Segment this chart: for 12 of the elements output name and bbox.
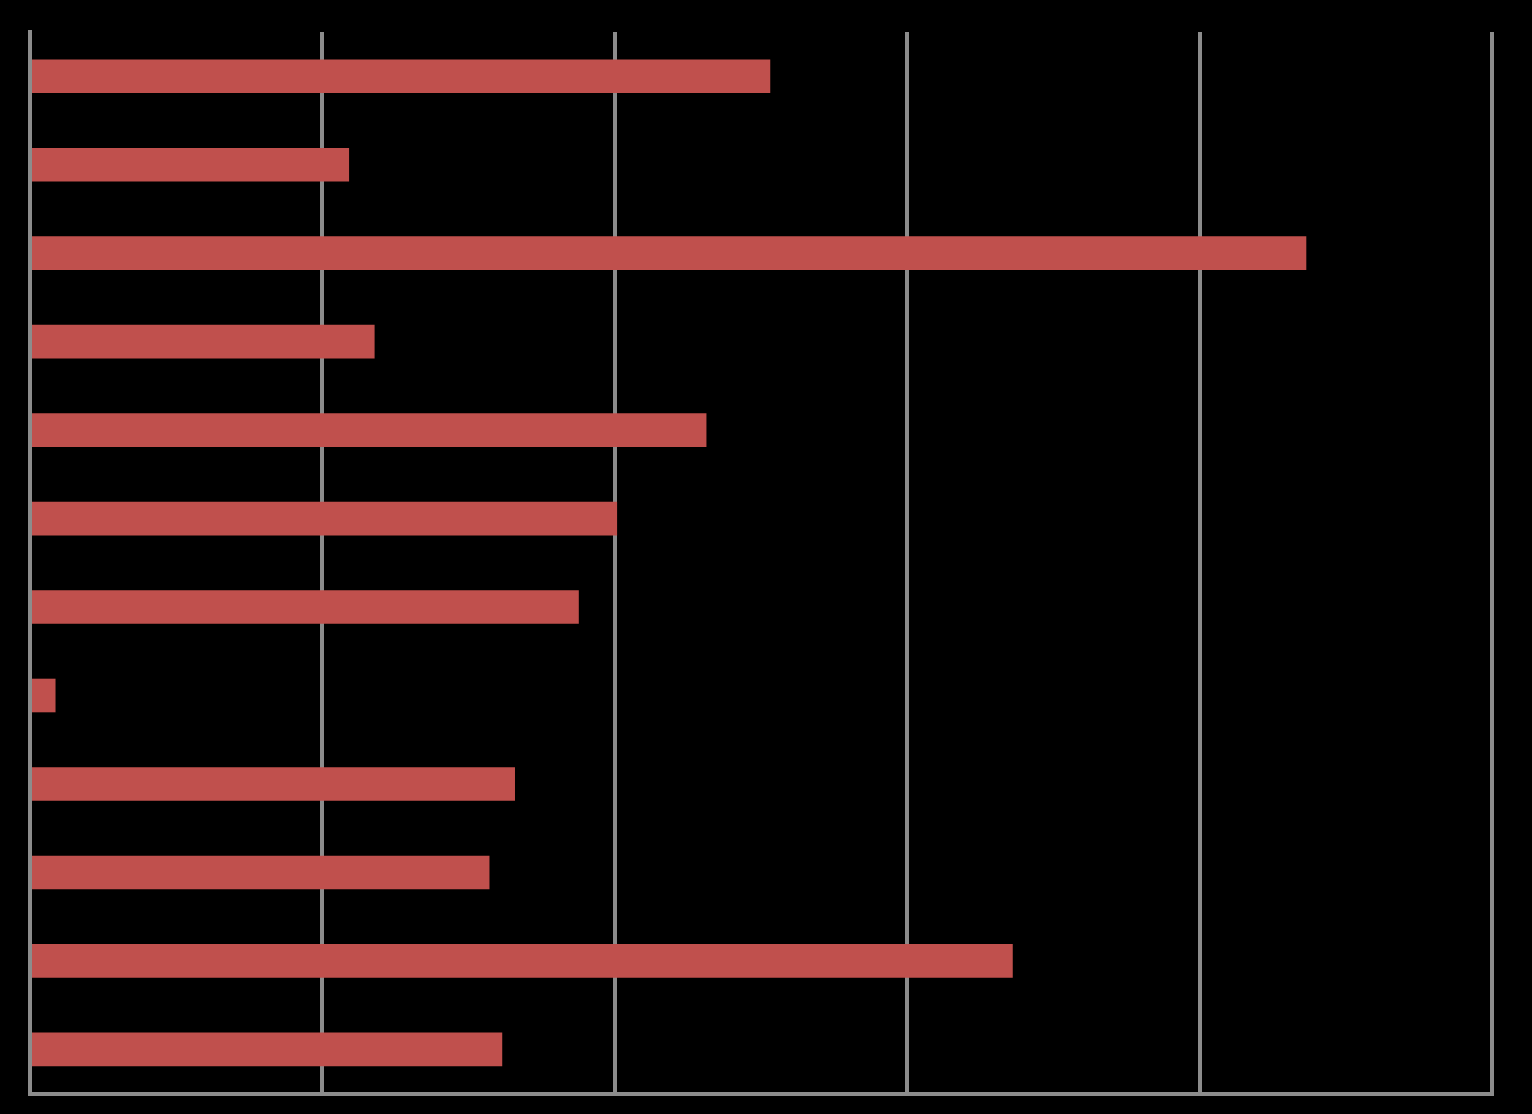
bar — [32, 678, 56, 713]
bar — [32, 501, 618, 536]
bar — [32, 767, 515, 801]
bar — [32, 590, 579, 624]
bar — [32, 59, 771, 94]
bar — [32, 413, 707, 447]
bar — [32, 324, 375, 359]
bar — [32, 855, 490, 890]
bar — [32, 236, 1307, 270]
bar — [32, 1032, 503, 1067]
bar — [32, 147, 350, 182]
bar — [32, 944, 1013, 978]
